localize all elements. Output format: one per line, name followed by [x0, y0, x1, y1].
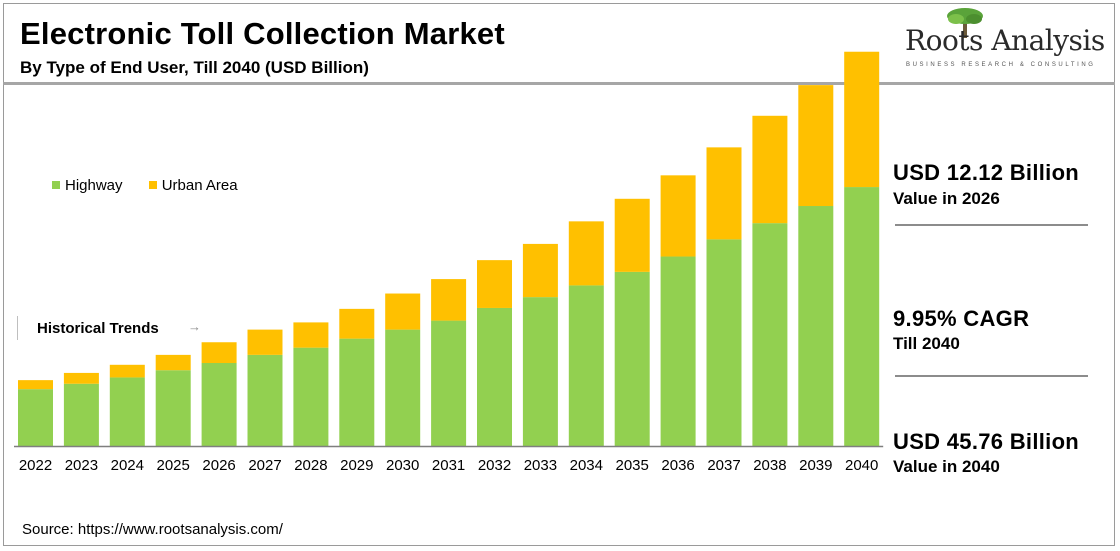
- bar-urban-2039: [798, 85, 834, 207]
- callout-divider-1: [895, 224, 1088, 226]
- tree-icon: [947, 8, 983, 38]
- bar-highway-2027: [247, 354, 283, 446]
- x-tick-label: 2036: [661, 457, 694, 474]
- bar-highway-2035: [614, 271, 650, 446]
- callout-value-2026-caption: Value in 2026: [893, 189, 1000, 208]
- bar-highway-2023: [63, 383, 99, 446]
- x-tick-label: 2034: [570, 457, 603, 474]
- bar-urban-2029: [339, 308, 375, 339]
- legend-label-urban: Urban Area: [161, 176, 238, 194]
- legend-label-highway: Highway: [65, 176, 123, 194]
- bar-highway-2037: [706, 239, 742, 446]
- bar-highway-2033: [522, 297, 558, 446]
- bar-urban-2031: [431, 279, 467, 321]
- x-tick-label: 2038: [753, 457, 786, 474]
- bar-highway-2024: [109, 377, 145, 446]
- x-tick-label: 2024: [111, 457, 144, 474]
- bar-urban-2037: [706, 147, 742, 240]
- bar-highway-2034: [568, 285, 604, 446]
- callout-cagr-caption: Till 2040: [893, 334, 960, 353]
- callout-value-2026: USD 12.12 Billion: [893, 160, 1080, 185]
- x-tick-label: 2029: [340, 457, 373, 474]
- logo-tagline: BUSINESS RESEARCH & CONSULTING: [906, 62, 1096, 68]
- bar-highway-2030: [385, 329, 421, 446]
- bar-urban-2030: [385, 293, 421, 330]
- x-tick-label: 2039: [799, 457, 832, 474]
- x-tick-label: 2032: [478, 457, 511, 474]
- legend-swatch-highway: [52, 181, 60, 189]
- x-tick-label: 2031: [432, 457, 465, 474]
- bar-urban-2033: [522, 243, 558, 298]
- source-note: Source: https://www.rootsanalysis.com/: [22, 521, 283, 538]
- bar-highway-2029: [339, 338, 375, 446]
- bar-highway-2039: [798, 206, 834, 446]
- x-tick-label: 2023: [65, 457, 98, 474]
- bar-urban-2032: [477, 260, 512, 308]
- callout-cagr: 9.95% CAGR: [893, 306, 1030, 331]
- callout-divider-2: [895, 375, 1088, 377]
- callout-value-2040-caption: Value in 2040: [893, 457, 1000, 476]
- bar-highway-2036: [660, 256, 696, 446]
- bar-highway-2031: [431, 320, 467, 446]
- historical-trends-label: Historical Trends: [37, 320, 159, 337]
- arrow-right-icon: →: [188, 319, 201, 334]
- bar-urban-2036: [660, 175, 696, 257]
- x-tick-label: 2027: [248, 457, 281, 474]
- chart-legend: Highway Urban Area: [52, 176, 260, 194]
- x-tick-label: 2035: [616, 457, 649, 474]
- bar-urban-2024: [109, 364, 145, 378]
- logo-wordmark: Roots Analysis: [905, 24, 1105, 57]
- bar-highway-2038: [752, 223, 788, 446]
- bar-urban-2028: [293, 322, 329, 348]
- bar-urban-2040: [844, 51, 880, 188]
- x-tick-label: 2033: [524, 457, 557, 474]
- bar-highway-2040: [844, 187, 880, 446]
- x-tick-label: 2030: [386, 457, 419, 474]
- bar-highway-2025: [155, 370, 191, 446]
- bar-urban-2025: [155, 354, 191, 371]
- chart-frame: [3, 3, 1115, 546]
- x-tick-label: 2026: [202, 457, 235, 474]
- x-tick-label: 2028: [294, 457, 327, 474]
- page-subtitle: By Type of End User, Till 2040 (USD Bill…: [20, 58, 369, 77]
- bar-highway-2032: [477, 307, 512, 446]
- header-divider: [3, 82, 1115, 85]
- bar-highway-2028: [293, 347, 329, 446]
- bar-urban-2027: [247, 329, 283, 355]
- bar-urban-2034: [568, 221, 604, 286]
- x-tick-label: 2022: [19, 457, 52, 474]
- bar-urban-2022: [18, 380, 53, 390]
- legend-swatch-urban: [148, 181, 157, 189]
- legend-item-urban: Urban Area: [148, 176, 238, 194]
- bar-urban-2035: [614, 198, 650, 272]
- historical-marker-line: [17, 316, 18, 340]
- bar-urban-2023: [63, 372, 99, 384]
- x-tick-label: 2025: [157, 457, 190, 474]
- legend-item-highway: Highway: [52, 177, 123, 194]
- bar-urban-2026: [201, 342, 237, 363]
- bar-highway-2026: [201, 362, 237, 446]
- page-title: Electronic Toll Collection Market: [20, 16, 505, 51]
- bar-highway-2022: [18, 389, 53, 446]
- x-tick-label: 2040: [845, 457, 878, 474]
- callout-value-2040: USD 45.76 Billion: [893, 429, 1080, 454]
- bar-urban-2038: [752, 115, 788, 224]
- x-tick-label: 2037: [707, 457, 740, 474]
